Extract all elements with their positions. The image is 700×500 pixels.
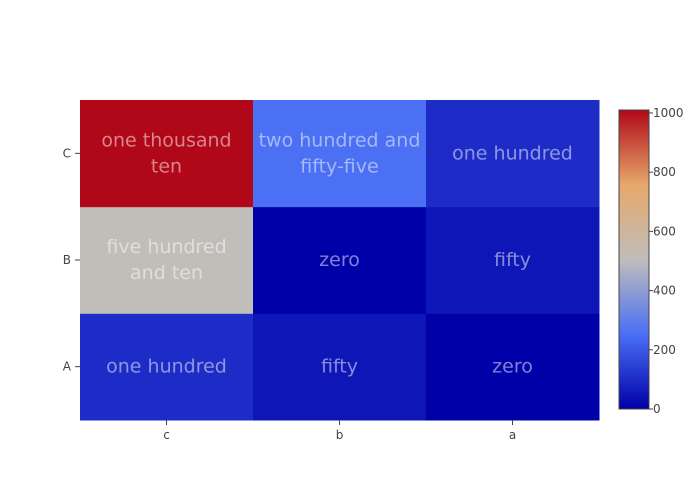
heatmap-cell <box>426 206 600 314</box>
y-axis: A B C <box>63 146 80 374</box>
heatmap-cell-labels: one hundred fifty zero five hundred and ten z… <box>101 129 572 377</box>
heatmap-cell-label: one hundred <box>452 142 573 164</box>
heatmap-cell-label: five hundred and ten <box>106 236 226 284</box>
heatmap-cell-label: one thousand ten <box>101 129 231 177</box>
colorbar-tick-label: 400 <box>653 284 676 298</box>
colorbar-gradient <box>618 109 650 410</box>
colorbar-tick-label: 0 <box>653 402 661 416</box>
colorbar-tick-label: 200 <box>653 343 676 357</box>
heatmap-cell <box>253 206 427 314</box>
heatmap-cell <box>253 313 427 421</box>
heatmap-cell <box>426 313 600 421</box>
colorbar: 0 200 400 600 800 1000 <box>618 106 684 416</box>
heatmap-cell <box>426 100 600 208</box>
heatmap-cell-label: zero <box>492 356 533 378</box>
y-tick-label: C <box>63 146 71 160</box>
heatmap-cell <box>253 100 427 208</box>
heatmap-cell <box>80 206 254 314</box>
colorbar-tick-label: 1000 <box>653 106 684 120</box>
heatmap-cell <box>80 313 254 421</box>
colorbar-tick-label: 800 <box>653 165 676 179</box>
colorbar-ticks: 0 200 400 600 800 1000 <box>649 106 684 416</box>
x-tick-label: a <box>509 428 516 442</box>
y-tick-label: A <box>63 360 72 374</box>
heatmap-cell-label: fifty <box>494 249 531 271</box>
heatmap-cell <box>80 100 254 208</box>
heatmap-cell-label: zero <box>319 249 360 271</box>
y-tick-label: B <box>63 253 71 267</box>
x-tick-label: c <box>163 428 170 442</box>
heatmap-cell-label: fifty <box>321 356 358 378</box>
colorbar-tick-label: 600 <box>653 224 676 238</box>
x-tick-label: b <box>336 428 344 442</box>
heatmap-cells <box>80 100 600 421</box>
heatmap-cell-label: one hundred <box>106 356 227 378</box>
heatmap-cell-label: two hundred and fifty-five <box>259 129 421 177</box>
